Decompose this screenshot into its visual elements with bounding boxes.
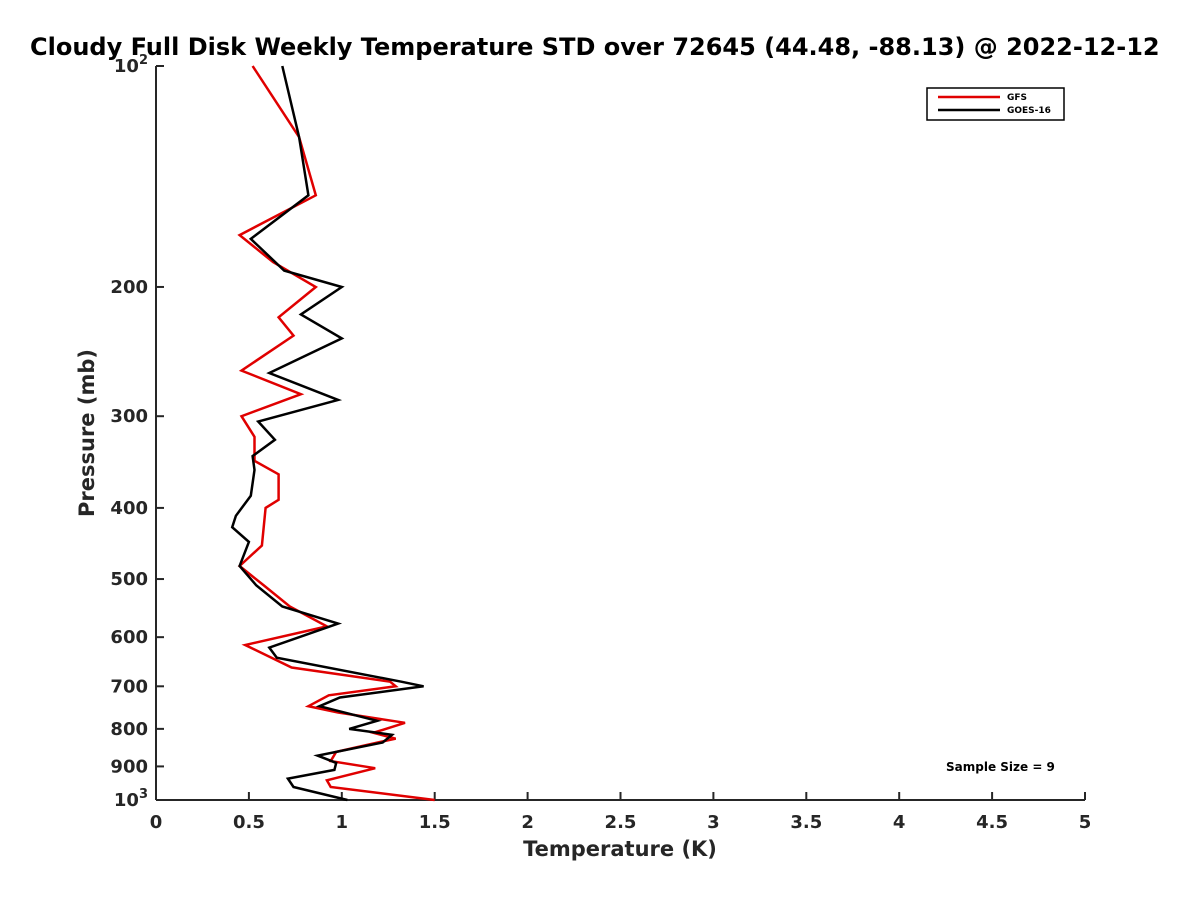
- x-tick-label: 5: [1079, 812, 1092, 833]
- y-tick-label: 600: [110, 627, 148, 648]
- y-tick-label: 102: [114, 53, 148, 77]
- x-tick-label: 3: [707, 812, 720, 833]
- y-tick-label: 103: [114, 787, 148, 811]
- y-tick-label: 700: [110, 676, 148, 697]
- legend-label-goes16: GOES-16: [1007, 106, 1051, 116]
- sample-size-annotation: Sample Size = 9: [946, 760, 1055, 774]
- x-tick-label: 3.5: [790, 812, 822, 833]
- legend-label-gfs: GFS: [1007, 93, 1027, 103]
- x-tick-label: 2.5: [605, 812, 637, 833]
- x-tick-label: 2: [521, 812, 534, 833]
- axes-group: 0 0.5 1 1.5 2 2.5 3 3.5 4 4.5 5 102 200 300 400 500 600 7…: [110, 53, 1091, 833]
- y-tick-label: 800: [110, 719, 148, 740]
- legend: GFS GOES-16: [926, 87, 1065, 121]
- y-axis-label: Pressure (mb): [75, 349, 99, 517]
- x-tick-label: 4.5: [976, 812, 1008, 833]
- legend-box: [926, 87, 1065, 121]
- series-line-gfs: [237, 65, 435, 802]
- y-tick-label: 200: [110, 277, 148, 298]
- x-tick-label: 4: [893, 812, 906, 833]
- x-tick-label: 1: [336, 812, 349, 833]
- y-tick-label: 300: [110, 406, 148, 427]
- y-tick-label: 400: [110, 498, 148, 519]
- x-tick-label: 0: [150, 812, 163, 833]
- chart-title: Cloudy Full Disk Weekly Temperature STD …: [30, 33, 1160, 61]
- series-line-goes16: [230, 65, 424, 802]
- x-tick-label: 1.5: [419, 812, 451, 833]
- x-axis-label: Temperature (K): [523, 837, 717, 861]
- series-layer: [230, 65, 435, 802]
- y-tick-label: 500: [110, 569, 148, 590]
- y-tick-label: 900: [110, 756, 148, 777]
- x-tick-label: 0.5: [233, 812, 265, 833]
